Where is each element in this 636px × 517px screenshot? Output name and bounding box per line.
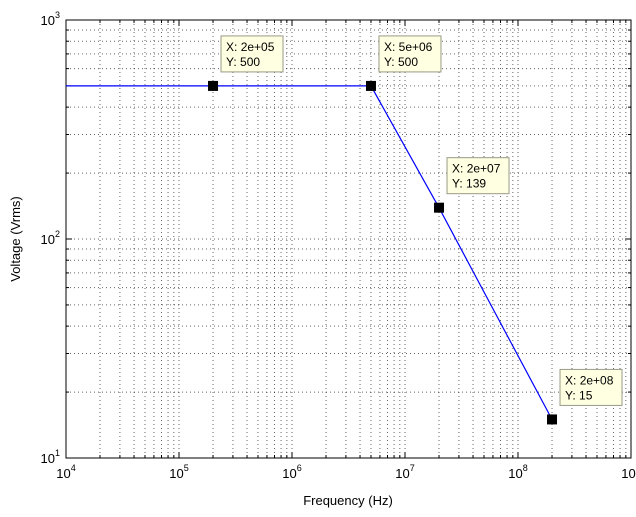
datatip: X: 2e+08Y: 15 [547, 368, 623, 425]
datatip-y-text: Y: 500 [384, 55, 418, 69]
series-lines [66, 85, 553, 420]
x-tick-label: 104 [56, 463, 75, 481]
datatip-box [378, 35, 442, 73]
x-tick-label: 106 [282, 463, 301, 481]
datatip-y-text: Y: 15 [565, 388, 593, 402]
tick-labels: 104 105 106 107 108 109 101 102 103 [41, 10, 636, 481]
datatip: X: 2e+07Y: 139 [434, 157, 510, 213]
y-axis-label: Voltage (Vrms) [8, 196, 23, 282]
x-tick-label: 109 [621, 463, 636, 481]
datatip-box [446, 157, 510, 195]
x-tick-label: 105 [169, 463, 188, 481]
datatip-y-text: Y: 500 [226, 55, 260, 69]
plot-frame [65, 19, 632, 459]
y-tick-label: 102 [41, 229, 60, 247]
datatip-marker [547, 414, 558, 425]
datatip-x-text: X: 5e+06 [384, 40, 433, 54]
datatip-x-text: X: 2e+07 [452, 162, 501, 176]
datatip-marker [434, 202, 445, 213]
y-tick-label: 103 [41, 10, 60, 28]
datatip: X: 5e+06Y: 500 [365, 35, 442, 91]
series-line [66, 85, 553, 420]
datatip-box [559, 368, 623, 406]
x-tick-label: 107 [395, 463, 414, 481]
x-axis-label: Frequency (Hz) [303, 493, 393, 508]
datatip-marker [365, 80, 376, 91]
datatip: X: 2e+05Y: 500 [208, 35, 284, 91]
datatip-marker [208, 80, 219, 91]
y-tick-label: 101 [41, 448, 60, 466]
datatip-x-text: X: 2e+08 [565, 373, 614, 387]
datatip-box [220, 35, 284, 73]
x-tick-label: 108 [508, 463, 527, 481]
datatip-x-text: X: 2e+05 [226, 40, 275, 54]
datatip-y-text: Y: 139 [452, 177, 486, 191]
